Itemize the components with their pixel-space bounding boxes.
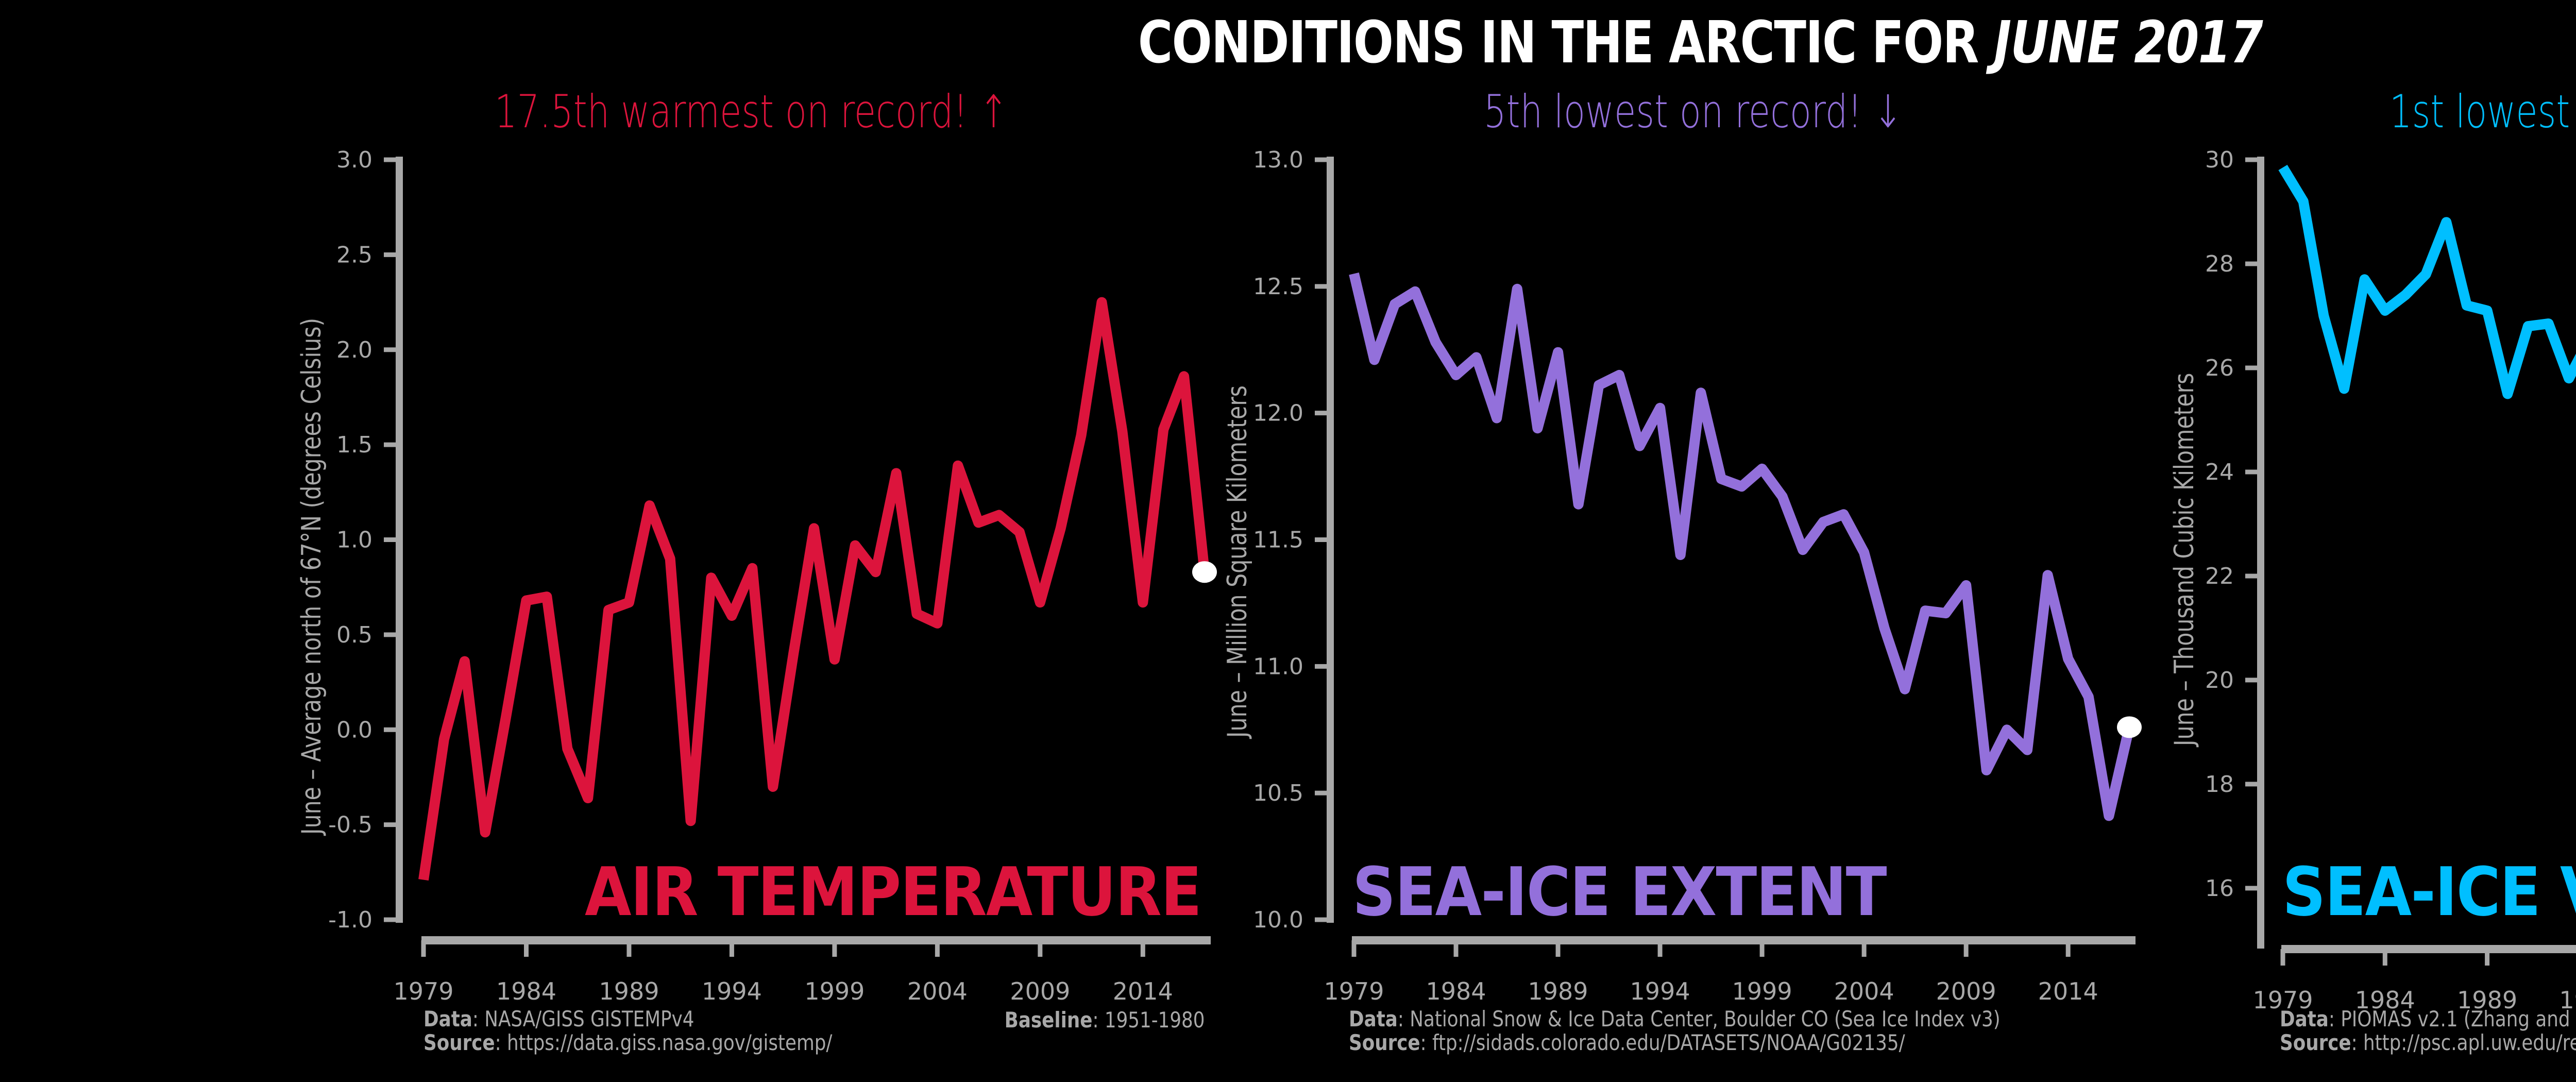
subtitle-air-temperature: 17.5th warmest on record! ↑ [495,85,1009,138]
main-title: CONDITIONS IN THE ARCTIC FOR JUNE 2017 [306,9,2576,76]
footer-source-line: Source: https://data.giss.nasa.gov/giste… [423,1031,832,1055]
footer-source-label: Source [423,1030,495,1055]
footer-data-line: Data: National Snow & Ice Data Center, B… [1349,1007,2001,1031]
series-line-sea-ice-volume [2278,164,2576,399]
x-tick-label: 1979 [2252,986,2313,1014]
footer-source-label: Source [1349,1030,1420,1055]
footer-baseline-text: : 1951-1980 [1092,1007,1205,1033]
x-tick-label: 1979 [393,977,453,1005]
footer-source-line: Source: ftp://sidads.colorado.edu/DATASE… [1349,1031,2001,1055]
main-title-emphasis: JUNE 2017 [1993,9,2263,76]
highlight-marker-sea-ice-extent [2117,716,2142,738]
footer-data-text: : National Snow & Ice Data Center, Bould… [1397,1006,2001,1032]
x-tick-label: 1999 [804,977,865,1005]
y-tick-label: 11.0 [1253,653,1303,680]
footer-data-text: : NASA/GISS GISTEMPv4 [472,1006,694,1032]
subtitle-sea-ice-volume: 1st lowest on record! ↓ [2389,85,2576,138]
footer-source-text: : ftp://sidads.colorado.edu/DATASETS/NOA… [1420,1030,1905,1055]
x-tick-label: 1979 [1324,977,1384,1005]
y-tick-label: 18 [2205,771,2234,798]
y-tick-label: 12.5 [1253,274,1303,300]
footer-air-temperature: Data: NASA/GISS GISTEMPv4 Source: https:… [423,1007,832,1055]
main-title-text: CONDITIONS IN THE ARCTIC FOR [1138,9,1994,76]
x-tick-label: 1984 [2355,986,2415,1014]
panel-label-air-temperature: AIR TEMPERATURE [585,853,1202,931]
footer-data-line: Data: NASA/GISS GISTEMPv4 [423,1007,832,1031]
footer-data-line: Data: PIOMAS v2.1 (Zhang and Rothrock, 2… [2280,1007,2576,1031]
footer-data-label: Data [2280,1006,2329,1032]
highlight-marker-air-temperature [1192,561,1217,583]
panel-label-sea-ice-extent: SEA-ICE EXTENT [1352,853,1887,931]
footer-sea-ice-volume: Data: PIOMAS v2.1 (Zhang and Rothrock, 2… [2280,1007,2576,1055]
series-line-sea-ice-extent [1349,272,2134,821]
x-tick-label: 1984 [496,977,556,1005]
y-tick-label: 20 [2205,667,2234,694]
footer-data-label: Data [1349,1006,1398,1032]
y-tick-label: 0.0 [336,717,372,743]
x-tick-label: 2004 [907,977,968,1005]
x-tick-label: 1994 [1630,977,1690,1005]
y-tick-label: -0.5 [328,812,372,838]
y-tick-label: 10.0 [1253,907,1303,933]
x-tick-label: 1989 [1528,977,1588,1005]
y-tick-label: 1.5 [336,432,372,458]
footer-baseline-label: Baseline [1004,1007,1093,1033]
y-tick-label: 10.5 [1253,780,1303,806]
x-tick-label: 2004 [1834,977,1894,1005]
footer-sea-ice-extent: Data: National Snow & Ice Data Center, B… [1349,1007,2001,1055]
y-tick-label: 22 [2205,563,2234,589]
y-tick-label: 3.0 [336,147,372,173]
y-tick-label: 30 [2205,147,2234,173]
y-tick-label: 26 [2205,355,2234,381]
footer-source-text: : http://psc.apl.uw.edu/research/project… [2351,1030,2576,1055]
y-tick-label: 13.0 [1253,147,1303,173]
y-tick-label: 24 [2205,459,2234,485]
y-tick-label: 2.0 [336,337,372,363]
x-tick-label: 1994 [2559,986,2576,1014]
x-tick-label: 1999 [1732,977,1792,1005]
footer-baseline: Baseline: 1951-1980 [1004,1007,1205,1033]
footer-source-label: Source [2280,1030,2351,1055]
y-tick-label: 16 [2205,875,2234,902]
y-tick-label: 0.5 [336,622,372,648]
x-tick-label: 1989 [2457,986,2517,1014]
y-tick-label: 12.0 [1253,400,1303,427]
x-tick-label: 2014 [2038,977,2098,1005]
y-tick-label: -1.0 [328,907,372,933]
y-tick-label: 1.0 [336,527,372,553]
subtitle-sea-ice-extent: 5th lowest on record! ↓ [1484,85,1903,138]
y-tick-label: 2.5 [336,242,372,268]
y-tick-label: 11.5 [1253,527,1303,553]
x-tick-label: 2009 [1010,977,1070,1005]
footer-data-text: : PIOMAS v2.1 (Zhang and Rothrock, 2003;… [2328,1006,2576,1032]
x-tick-label: 1994 [702,977,762,1005]
x-tick-label: 2014 [1113,977,1173,1005]
x-tick-label: 1984 [1426,977,1486,1005]
footer-source-line: Source: http://psc.apl.uw.edu/research/p… [2280,1031,2576,1055]
series-line-air-temperature [418,297,1210,881]
footer-data-label: Data [423,1006,472,1032]
footer-source-text: : https://data.giss.nasa.gov/gistemp/ [495,1030,833,1055]
x-tick-label: 1989 [599,977,659,1005]
x-tick-label: 2009 [1936,977,1996,1005]
y-tick-label: 28 [2205,251,2234,277]
panel-label-sea-ice-volume: SEA-ICE VOLUME [2282,853,2576,931]
